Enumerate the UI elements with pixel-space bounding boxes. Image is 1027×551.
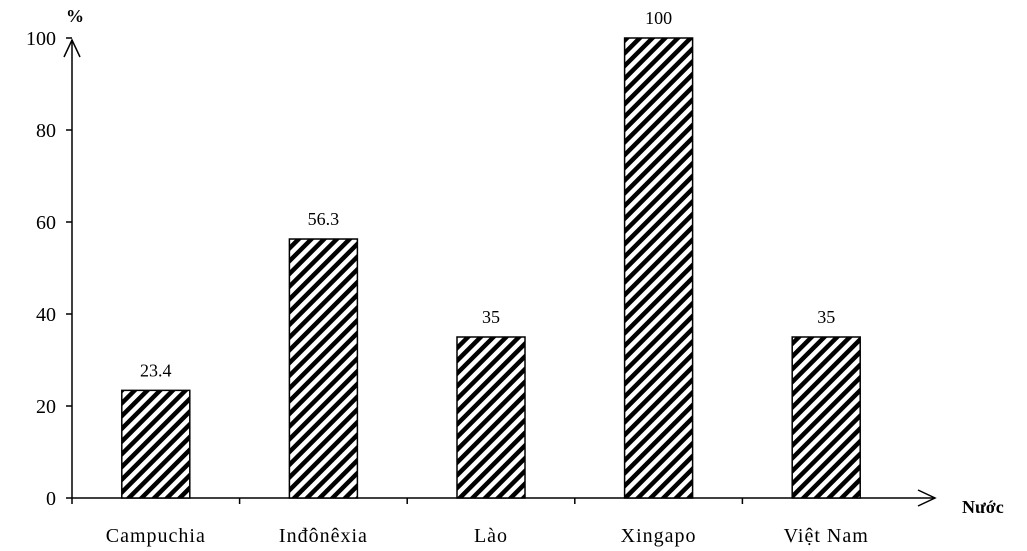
x-tick-label: Campuchia	[106, 525, 206, 547]
x-axis-arrow	[917, 489, 937, 507]
x-tick-label: Xingapo	[621, 525, 697, 547]
bar	[791, 336, 861, 499]
y-tick-label: 40	[36, 304, 56, 326]
y-ticks: 0 20 40 60 80 100	[26, 28, 72, 510]
bar	[456, 336, 526, 499]
y-tick-label: 20	[36, 396, 56, 418]
data-label: 56.3	[308, 209, 340, 229]
data-label: 35	[482, 307, 500, 327]
y-tick-label: 0	[46, 488, 56, 510]
x-axis-title: Nước	[962, 497, 1004, 517]
bar	[121, 389, 191, 499]
x-tick-labels: Campuchia Inđônêxia Lào Xingapo Việt Nam	[71, 498, 869, 547]
bar	[288, 238, 359, 499]
y-tick-label: 80	[36, 120, 56, 142]
data-label: 35	[817, 307, 835, 327]
x-tick-label: Inđônêxia	[279, 525, 368, 547]
x-tick-label: Việt Nam	[784, 525, 869, 547]
y-axis-title: %	[66, 6, 84, 26]
y-axis-arrow	[63, 38, 81, 58]
x-tick-label: Lào	[474, 525, 508, 547]
bar	[623, 37, 694, 499]
y-tick-label: 100	[26, 28, 56, 50]
y-tick-label: 60	[36, 212, 56, 234]
bars: 23.4 56.3 35 100 35	[121, 8, 861, 499]
data-label: 23.4	[140, 360, 172, 380]
data-label: 100	[645, 8, 672, 28]
